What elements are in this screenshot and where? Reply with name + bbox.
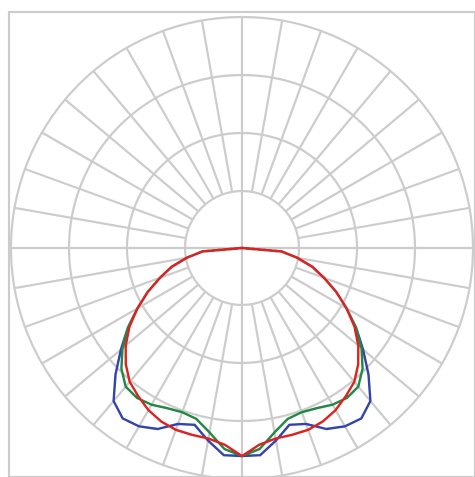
grid-spoke — [161, 301, 224, 467]
grid-spoke — [200, 303, 234, 477]
grid-spoke — [284, 283, 421, 398]
grid-spoke — [23, 167, 189, 230]
grid-spoke — [92, 290, 207, 427]
grid-spoke — [125, 296, 215, 450]
grid-spoke — [297, 206, 471, 240]
grid-spoke — [23, 266, 189, 329]
grid-spoke — [92, 69, 207, 206]
grid-spoke — [40, 275, 194, 365]
grid-spoke — [277, 290, 392, 427]
grid-spoke — [40, 131, 194, 221]
grid-spoke — [284, 98, 421, 213]
grid-spoke — [295, 167, 461, 230]
intensity-curves — [112, 246, 372, 458]
grid-spoke — [63, 98, 200, 213]
grid-spoke — [269, 296, 359, 450]
grid-spoke — [290, 275, 444, 365]
grid-spoke — [200, 19, 234, 193]
grid-spoke — [260, 29, 323, 195]
grid-spoke — [250, 303, 284, 477]
grid-spoke — [290, 131, 444, 221]
grid-spoke — [295, 266, 461, 329]
grid-spoke — [161, 29, 224, 195]
grid-spoke — [297, 256, 471, 290]
grid-spoke — [13, 256, 187, 290]
chart-frame — [7, 10, 475, 477]
grid-spoke — [277, 69, 392, 206]
grid-spoke — [13, 206, 187, 240]
grid-spoke — [260, 301, 323, 467]
grid-spoke — [63, 283, 200, 398]
series-curve-3 — [124, 246, 360, 458]
polar-grid — [9, 15, 475, 477]
grid-spoke — [250, 19, 284, 193]
grid-spoke — [269, 46, 359, 200]
grid-spoke — [125, 46, 215, 200]
